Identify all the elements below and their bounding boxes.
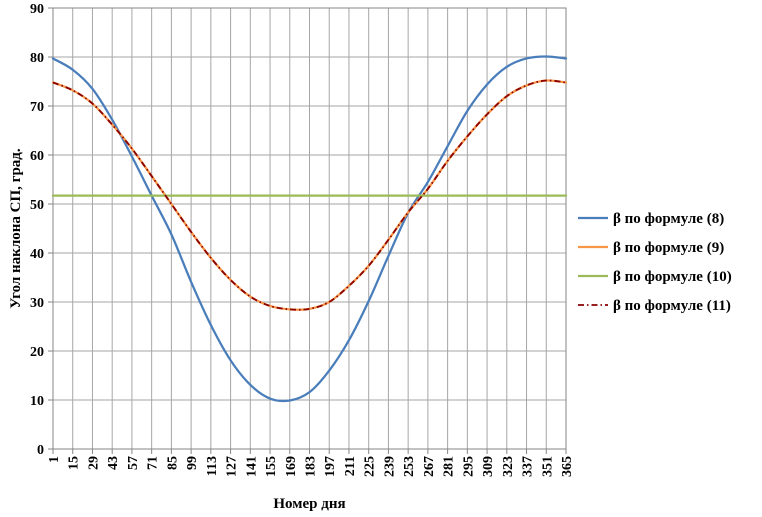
- x-tick-label: 85: [165, 456, 180, 470]
- y-tick-label: 60: [30, 149, 44, 164]
- legend-label-4: β по формуле (11): [613, 298, 731, 314]
- x-tick-label: 15: [67, 456, 82, 470]
- x-tick-label: 225: [363, 456, 378, 477]
- y-tick-label: 70: [30, 100, 44, 115]
- y-tick-label: 90: [30, 2, 44, 17]
- x-tick-label: 57: [126, 456, 141, 470]
- x-tick-label: 239: [382, 456, 397, 477]
- x-tick-label: 281: [442, 456, 457, 477]
- x-tick-label: 1: [47, 456, 62, 463]
- x-tick-label: 127: [225, 456, 240, 477]
- x-tick-label: 29: [86, 456, 101, 470]
- x-tick-label: 141: [244, 456, 259, 477]
- x-tick-label: 295: [461, 456, 476, 477]
- legend-label-3: β по формуле (10): [613, 269, 732, 285]
- x-tick-label: 183: [304, 456, 319, 477]
- y-tick-label: 20: [30, 345, 44, 360]
- x-tick-label: 197: [323, 456, 338, 477]
- x-tick-label: 155: [264, 456, 279, 477]
- series-line-4: [52, 79, 567, 311]
- y-tick-label: 40: [30, 247, 44, 262]
- x-tick-label: 211: [343, 456, 358, 476]
- x-axis-tick-labels: 1 15 29 43 57 71 85 99 113 127 141 155 169 183 197 211 2…: [47, 449, 575, 477]
- x-tick-label: 323: [501, 456, 516, 477]
- gridlines: [52, 7, 567, 450]
- x-tick-label: 253: [402, 456, 417, 477]
- series-lines: [51, 55, 568, 403]
- x-tick-label: 267: [422, 456, 437, 477]
- y-tick-label: 30: [30, 296, 44, 311]
- legend: β по формуле (8) β по формуле (9) β по фор…: [578, 211, 732, 314]
- x-tick-label: 337: [521, 456, 536, 477]
- x-tick-label: 169: [284, 456, 299, 477]
- x-tick-label: 71: [146, 456, 161, 470]
- x-tick-label: 365: [560, 456, 575, 477]
- y-tick-label: 50: [30, 198, 44, 213]
- y-tick-label: 80: [30, 51, 44, 66]
- series-line-1: [51, 55, 568, 403]
- y-tick-label: 0: [37, 443, 44, 458]
- y-axis-tick-labels: 0 10 20 30 40 50 60 70 80 90: [30, 2, 53, 458]
- y-axis-title: Угол наклона СП, град.: [8, 148, 24, 309]
- x-axis-title: Номер дня: [273, 496, 345, 512]
- y-tick-label: 10: [30, 394, 44, 409]
- x-tick-label: 309: [481, 456, 496, 477]
- x-tick-label: 99: [185, 456, 200, 470]
- x-tick-label: 351: [540, 456, 555, 477]
- x-tick-label: 43: [106, 456, 121, 470]
- legend-label-1: β по формуле (8): [613, 211, 724, 227]
- x-tick-label: 113: [205, 456, 220, 476]
- legend-label-2: β по формуле (9): [613, 240, 724, 256]
